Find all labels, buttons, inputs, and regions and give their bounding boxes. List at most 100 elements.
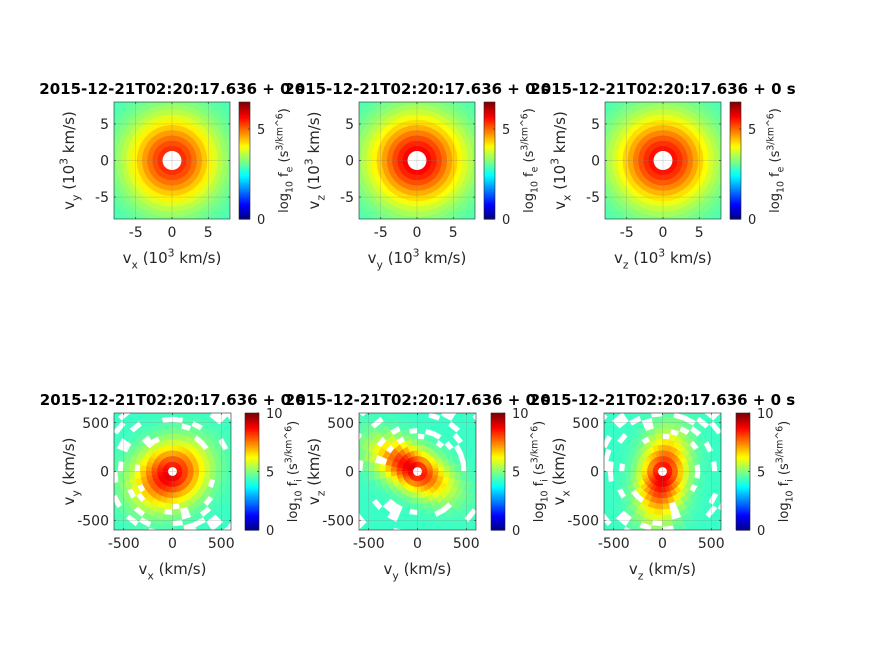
heatmap-cell: [417, 413, 430, 418]
heatmap-cell: [612, 471, 620, 482]
y-tick-label: 0: [591, 154, 600, 170]
heatmap-cell: [182, 413, 196, 421]
heatmap-cell: [662, 135, 669, 142]
heatmap-cell: [347, 444, 356, 459]
y-tick-label: 0: [590, 465, 599, 481]
heatmap-cell: [677, 538, 693, 548]
heatmap-cell: [378, 413, 388, 417]
heatmap-cell: [379, 463, 386, 472]
heatmap-cell: [206, 160, 213, 169]
heatmap-cell: [362, 211, 376, 219]
heatmap-cell: [416, 215, 429, 219]
heatmap-cell: [662, 102, 675, 106]
x-tick-label: 500: [698, 536, 725, 552]
heatmap-cell: [232, 499, 244, 515]
heatmap-cell: [378, 102, 386, 105]
heatmap-cell: [605, 121, 608, 129]
x-tick-label: -5: [129, 225, 143, 241]
heatmap-cell: [203, 216, 211, 219]
heatmap-cell: [206, 152, 213, 161]
heatmap-cell: [592, 174, 601, 189]
heatmap-cell: [662, 438, 670, 446]
heatmap-cell: [187, 232, 203, 242]
heatmap-cell: [623, 413, 633, 417]
heatmap-cell: [432, 232, 448, 242]
heatmap-cell: [416, 195, 426, 202]
colorbar-tick-label: 0: [757, 524, 765, 539]
heatmap-cell: [447, 526, 457, 530]
heatmap-cell: [622, 160, 629, 169]
heatmap-cell: [448, 216, 456, 219]
heatmap-cell: [101, 174, 110, 189]
heatmap-cell: [139, 464, 147, 472]
x-axis-label: vx (103 km/s): [123, 247, 222, 272]
grid: [114, 413, 231, 530]
heatmap-cell: [219, 508, 231, 523]
heatmap-cell: [114, 525, 123, 530]
y-tick-label: 5: [100, 117, 109, 133]
heatmap-cell: [605, 148, 608, 161]
heatmap-cell: [341, 175, 350, 191]
heatmap-cell: [386, 154, 393, 161]
panel-4: -500 0 500 -500 0 500 2015-12-21T02:20:17.636 …: [40, 391, 305, 582]
heatmap-cell: [409, 433, 418, 440]
y-tick-label: -500: [322, 513, 354, 529]
heatmap-cell: [587, 131, 596, 147]
x-tick-label: 0: [413, 536, 422, 552]
heatmap-cell: [625, 413, 640, 422]
y-tick-label: 0: [345, 154, 354, 170]
heatmap-cell: [723, 161, 729, 174]
x-tick-label: 5: [449, 225, 458, 241]
heatmap-cell: [581, 161, 588, 177]
heatmap-cell: [172, 525, 185, 530]
heatmap-cell: [410, 497, 418, 505]
heatmap-cell: [629, 464, 637, 472]
heatmap-cell: [446, 160, 453, 168]
heatmap-cell: [97, 442, 107, 458]
heatmap-cell: [336, 487, 346, 504]
colorbar-label: log10 fe (s3/km^6): [275, 108, 296, 213]
heatmap-cell: [716, 521, 721, 530]
heatmap-cell: [385, 232, 401, 242]
heatmap-cell: [638, 527, 649, 530]
heatmap-cell: [627, 153, 634, 161]
heatmap-cell: [185, 223, 200, 232]
heatmap-cell: [611, 518, 626, 530]
panel-6: -500 0 500 -500 0 500 2015-12-21T02:20:17.636 …: [530, 391, 796, 582]
heatmap-cell: [171, 215, 184, 219]
heatmap-cell: [723, 147, 729, 160]
heatmap-cell: [635, 466, 642, 472]
heatmap-cell: [89, 455, 96, 471]
heatmap-cell: [163, 427, 173, 435]
heatmap-cell: [387, 228, 402, 237]
heatmap-cell: [477, 459, 484, 472]
heatmap-cell: [677, 228, 692, 237]
heatmap-cell: [187, 538, 203, 548]
heatmap-cell: [479, 444, 488, 459]
heatmap-cell: [359, 160, 362, 173]
heatmap-cell: [204, 471, 211, 480]
heatmap-cell: [234, 444, 243, 459]
heatmap-cell: [136, 153, 143, 161]
heatmap-cell: [417, 427, 427, 435]
heatmap-cell: [612, 461, 620, 472]
heatmap-cell: [592, 133, 601, 148]
y-axis-label: vy (km/s): [60, 438, 82, 506]
heatmap-cell: [655, 497, 663, 505]
x-tick-label: 0: [659, 225, 668, 241]
heatmap-cell: [417, 444, 423, 451]
heatmap-cell: [713, 512, 721, 527]
heatmap-cell: [101, 133, 110, 148]
y-axis-label: vz (103 km/s): [303, 112, 328, 210]
heatmap-cell: [342, 486, 352, 502]
heatmap-cell: [662, 413, 675, 418]
heatmap-cell: [713, 202, 721, 216]
heatmap-cell: [654, 195, 664, 202]
heatmap-cell: [201, 160, 208, 168]
heatmap-cell: [114, 459, 119, 472]
heatmap-cell: [90, 161, 97, 177]
heatmap-cell: [662, 129, 670, 136]
heatmap-cell: [624, 471, 631, 480]
heatmap-cell: [622, 152, 629, 161]
heatmap-cell: [417, 438, 425, 446]
